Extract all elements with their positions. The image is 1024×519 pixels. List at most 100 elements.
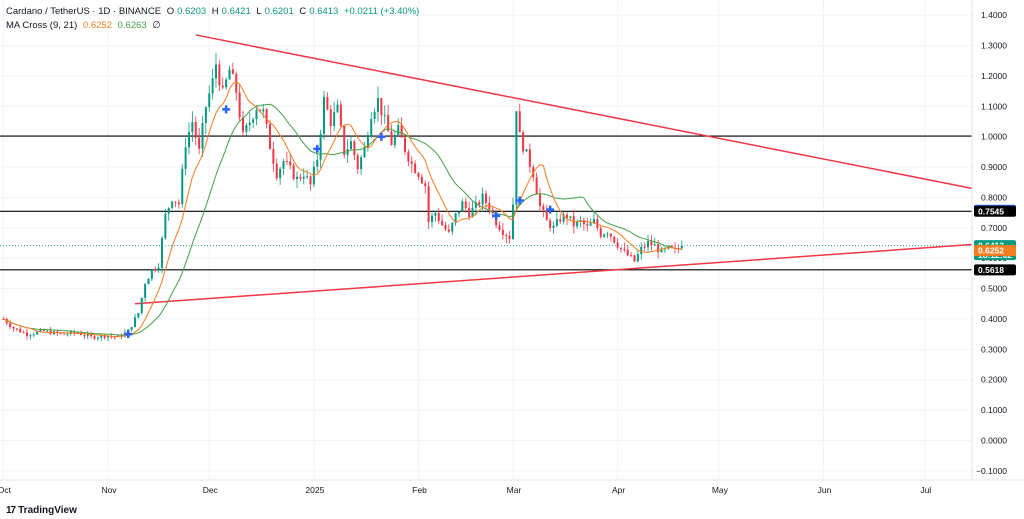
tradingview-brand[interactable]: 17 TradingView [6, 505, 77, 516]
ma-cross-marker [546, 205, 555, 214]
candle-body [363, 146, 366, 158]
price-tag-label: 0.5618 [978, 265, 1004, 275]
candle-body [383, 115, 386, 117]
candle-body [626, 249, 629, 256]
candle-body [333, 112, 336, 127]
candle-body [640, 246, 643, 255]
candle-body [160, 238, 164, 268]
price-tags: 0.75810.75450.641318:12:020.62630.62520.… [974, 204, 1016, 276]
price-tick-label: 0.1000 [981, 405, 1007, 415]
candle-body [353, 141, 356, 156]
candle-body [468, 208, 471, 218]
candle-body [643, 246, 646, 248]
candle-body [238, 92, 241, 118]
candle-body [157, 267, 160, 271]
ma-cross-marker [515, 196, 524, 205]
candle-body [680, 245, 683, 249]
time-tick-label: Feb [412, 485, 427, 495]
grid-lines [0, 0, 972, 480]
candle-body [268, 124, 272, 150]
candle-body [400, 125, 403, 138]
candle-body [349, 141, 353, 150]
price-tick-label: 1.0000 [981, 132, 1007, 142]
candle-body [285, 161, 288, 163]
ma-fast-value: 0.6252 [82, 20, 112, 31]
candle-body [231, 69, 234, 74]
candle-body [272, 149, 275, 164]
time-axis: Oct Nov Dec 2025 Feb Mar Apr May Jun Jul [0, 479, 1024, 495]
candle-body [322, 96, 326, 134]
time-tick-label: May [712, 485, 729, 495]
candle-body [420, 176, 423, 184]
candle-body [289, 161, 292, 166]
ma-cross-marker [124, 330, 133, 339]
candle-body [167, 207, 170, 214]
candle-body [110, 336, 113, 338]
price-tick-label: 0.3000 [981, 344, 1007, 354]
candle-body [410, 161, 413, 164]
symbol-legend[interactable]: Cardano / TetherUS · 1D · BINANCE O 0.620… [6, 6, 422, 17]
candle-body [336, 104, 339, 113]
candle-body [603, 234, 606, 237]
candle-body [356, 155, 359, 170]
candle-body [464, 201, 467, 209]
candle-body [589, 223, 592, 226]
candle-body [302, 176, 305, 179]
candle-body [582, 219, 585, 225]
candle-body [633, 255, 636, 262]
candle-body [360, 157, 363, 170]
candle-body [653, 244, 656, 246]
candle-body [201, 123, 204, 149]
candle-body [312, 166, 315, 185]
candle-body [451, 222, 454, 232]
candle-body [299, 176, 302, 179]
symbol-title: Cardano / TetherUS · 1D · BINANCE [6, 6, 162, 17]
candle-body [282, 161, 285, 169]
time-tick-label: Nov [101, 485, 117, 495]
candle-body [90, 334, 93, 337]
candle-body [424, 183, 427, 187]
candle-body [393, 135, 396, 146]
candle-body [204, 107, 207, 124]
candle-body [346, 149, 349, 155]
candle-body [586, 224, 589, 226]
ma-cross-marker [313, 144, 322, 153]
candle-body [437, 212, 440, 221]
candle-body [427, 186, 430, 223]
candle-body [9, 323, 12, 328]
candle-body [549, 220, 552, 229]
candle-body [42, 329, 45, 331]
candle-body [181, 168, 184, 205]
candle-body [265, 109, 268, 125]
candle-body [275, 163, 278, 179]
candle-body [667, 245, 670, 249]
candle-body [407, 151, 410, 162]
ohlc-close-value: 0.6413 [309, 6, 339, 17]
candle-body [430, 215, 434, 223]
candle-body [12, 327, 15, 329]
candle-body [140, 297, 143, 313]
candle-body [488, 202, 491, 210]
candle-body [147, 278, 150, 285]
candle-body [150, 269, 153, 279]
candle-body [245, 125, 248, 132]
candle-body [478, 202, 481, 205]
candle-body [86, 334, 89, 336]
candle-body [198, 137, 201, 149]
price-tick-label: 0.4000 [981, 314, 1007, 324]
candle-body [133, 317, 137, 327]
price-tag-bg [974, 245, 1016, 257]
candle-body [630, 255, 633, 257]
candle-body [73, 331, 76, 333]
ohlc-high-value: 0.6421 [221, 6, 251, 17]
candle-body [208, 93, 211, 108]
candle-body [262, 109, 265, 112]
candle-body [309, 176, 312, 185]
indicator-legend[interactable]: MA Cross (9, 21) 0.6252 0.6263 ∅ [6, 20, 164, 31]
candle-body [491, 209, 494, 214]
candle-body [511, 204, 515, 240]
ma-cross-marker [377, 132, 386, 141]
tradingview-logo-icon: 17 [6, 505, 16, 516]
ma-slow-value: 0.6263 [117, 20, 147, 31]
